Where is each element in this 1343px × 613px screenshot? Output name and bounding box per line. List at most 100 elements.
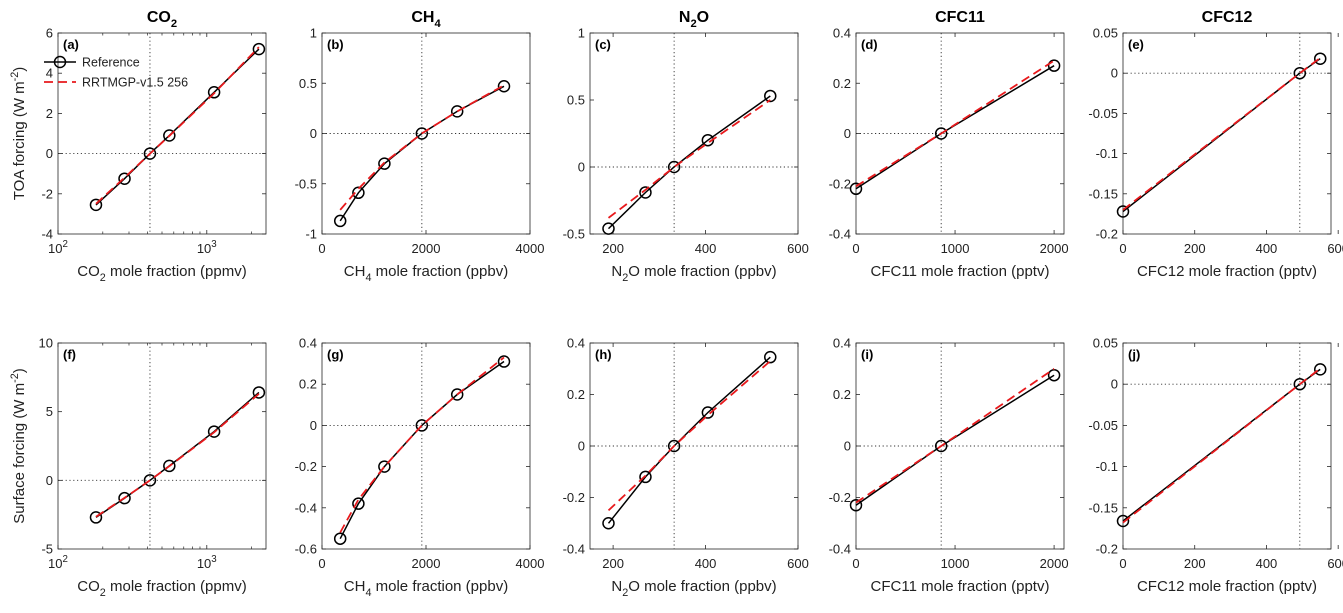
x-tick-label: 2000 [412,241,441,256]
y-tick-label: -0.6 [295,542,317,557]
x-tick-label: 600 [1327,556,1343,571]
y-tick-label: 0 [310,126,317,141]
x-axis-label-main: CO [77,263,100,280]
y-tick-label: -4 [41,227,53,242]
x-axis-label-sub: 4 [365,587,371,599]
column-title-main: N [679,9,691,26]
y-tick-label: 0.4 [833,336,851,351]
reference-data-point [252,42,266,56]
x-tick-label: 2000 [1040,556,1069,571]
x-tick-label: 0 [1119,556,1126,571]
column-title-3: CFC11 [935,9,985,26]
y-tick-label: -0.4 [829,227,851,242]
reference-data-point [602,517,615,530]
x-tick-label: 400 [1256,241,1278,256]
column-title-1: CH4 [411,9,441,30]
panel-j: -0.2 -0.15 -0.1 -0.05 0 0.05 0 200 400 600 (j) [1088,336,1343,572]
x-tick-exponent: 2 [63,554,68,565]
y-axis-label-sup: -2 [9,373,21,383]
x-tick-label: 102 [48,239,68,256]
x-axis-label: CFC11 mole fraction (pptv) [871,578,1050,595]
reference-data-point [352,186,365,200]
reference-data-point [333,532,347,545]
legend-label-rrtmgp: RRTMGP-v1.5 256 [82,76,188,90]
y-tick-label: -0.5 [295,176,317,191]
rrtmgp-series-line [1122,367,1321,524]
x-tick-label: 0 [318,556,325,571]
x-tick-label: 600 [1327,241,1343,256]
panel-label: (b) [327,37,344,52]
y-tick-label: 0.5 [299,76,317,91]
x-tick-label: 200 [1184,241,1206,256]
x-tick-label: 103 [197,554,217,571]
x-axis-label-sub: 2 [622,587,628,599]
legend-label-reference: Reference [82,56,140,70]
column-title-sub: 2 [171,18,177,30]
axes-frame [1122,32,1332,235]
y-tick-label: 0.2 [567,387,585,402]
x-axis-label-rest: mole fraction (ppmv) [106,578,247,595]
x-axis-label-main: CFC11 mole fraction (pptv) [871,263,1050,280]
column-title-sub: 4 [434,18,441,30]
y-tick-label: -1 [305,227,317,242]
axes-frame [1122,342,1332,550]
x-tick-label: 2000 [1040,241,1069,256]
x-axis-label-sub: 2 [100,587,106,599]
x-axis-label-main: N [611,263,622,280]
x-tick-label: 200 [1184,556,1206,571]
y-tick-label: 0.05 [1093,336,1118,351]
y-tick-label: 4 [46,66,53,81]
y-tick-label: -0.4 [295,500,317,515]
y-tick-label: -0.2 [829,490,851,505]
y-axis-label: TOA forcing (W m-2) [9,67,28,201]
y-tick-label: 0 [310,418,317,433]
axes-frame [321,342,531,550]
reference-data-point [497,355,511,368]
x-tick-base: 10 [197,241,211,256]
reference-data-point [118,172,131,185]
x-axis-label: CFC12 mole fraction (pptv) [1137,578,1317,595]
x-tick-label: 0 [852,556,859,571]
panel-d: -0.4 -0.2 0 0.2 0.4 0 1000 2000 (d) [829,26,1069,257]
reference-data-point [118,491,131,505]
x-axis-label-main: CFC12 mole fraction (pptv) [1137,578,1317,595]
y-tick-label: -0.1 [1096,459,1118,474]
reference-data-point [764,89,777,103]
rrtmgp-series-line [607,99,771,219]
reference-data-point [849,182,863,196]
y-tick-label: 0.2 [833,387,851,402]
x-axis-label-main: CFC12 mole fraction (pptv) [1137,263,1317,280]
y-tick-label: 0 [578,439,585,454]
x-axis-label-rest: mole fraction (ppbv) [371,578,508,595]
reference-data-point [701,406,715,419]
rrtmgp-series-line [855,368,1055,504]
x-tick-label: 0 [318,241,325,256]
reference-data-point [639,186,652,199]
panel-label: (e) [1128,37,1144,52]
y-tick-label: 0.2 [833,76,851,91]
y-tick-label: 1 [310,26,317,41]
x-axis-label: N2O mole fraction (ppbv) [611,578,776,599]
reference-data-point [934,439,948,453]
rrtmgp-series-line [339,356,505,533]
reference-data-point [667,439,681,453]
y-tick-label: -0.15 [1088,186,1118,201]
y-tick-label: -0.5 [563,227,585,242]
panel-i: -0.4 -0.2 0 0.2 0.4 0 1000 2000 (i) [829,336,1069,572]
x-axis-label: CFC12 mole fraction (pptv) [1137,263,1317,280]
y-tick-label: -2 [41,186,53,201]
x-tick-label: 200 [602,241,624,256]
axes-frame [589,32,799,235]
reference-data-point [1313,52,1327,65]
reference-data-point [934,127,948,140]
x-axis-label-rest: mole fraction (ppmv) [106,263,247,280]
x-tick-label: 2000 [412,556,441,571]
reference-data-point [252,386,266,399]
y-tick-label: -0.2 [295,459,317,474]
x-tick-base: 10 [48,241,62,256]
y-tick-label: 0 [1111,66,1118,81]
reference-data-point [849,498,863,512]
y-tick-label: -0.4 [829,542,851,557]
